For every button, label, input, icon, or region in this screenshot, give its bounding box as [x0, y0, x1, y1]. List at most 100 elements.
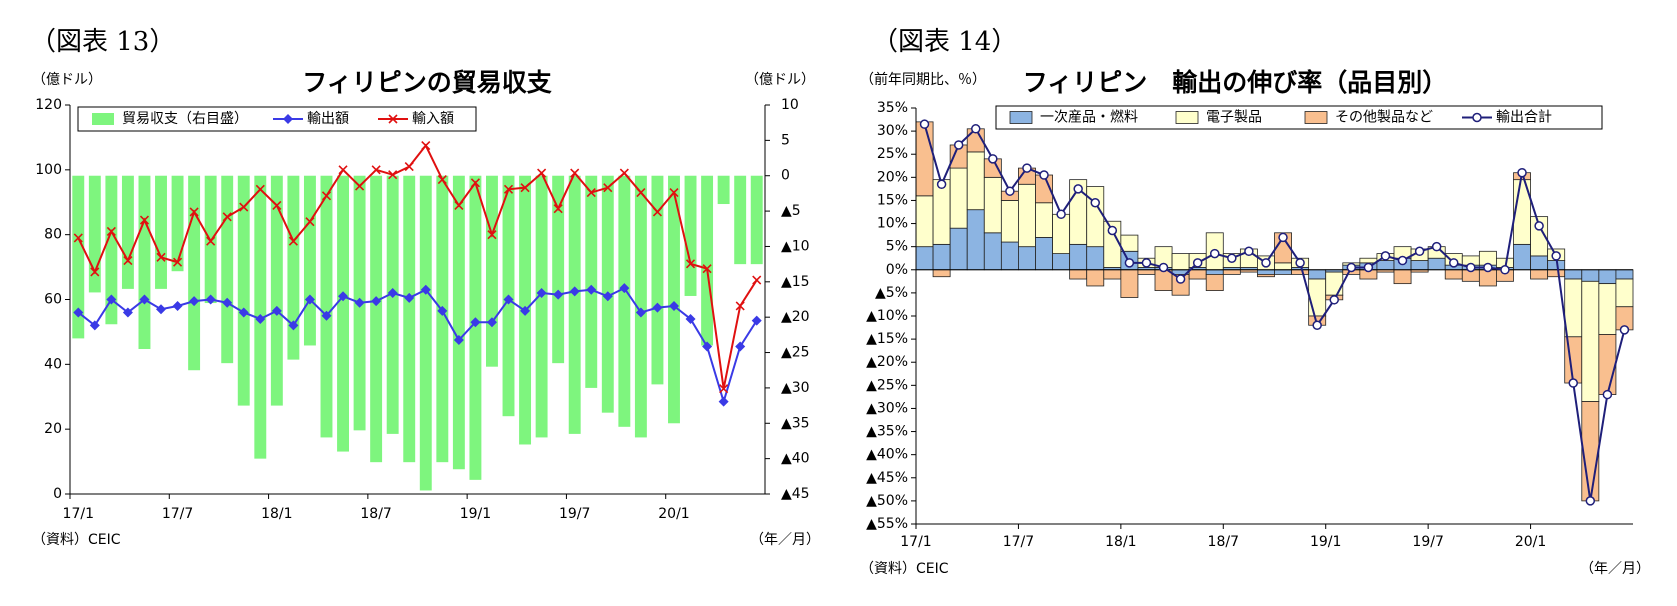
marker [636, 187, 646, 198]
legend-swatch [1009, 111, 1033, 124]
marker [1244, 246, 1254, 257]
y2-tick-label: 0 [781, 168, 790, 184]
y-tick-label: 40 [44, 356, 62, 372]
bar-segment [1103, 269, 1122, 280]
marker [404, 292, 415, 303]
bar-segment [932, 179, 951, 245]
marker [255, 313, 266, 324]
bar [436, 175, 449, 463]
bar-segment [915, 121, 934, 197]
y2-tick-label: 10 [781, 97, 799, 113]
marker [520, 183, 530, 193]
y2-tick-label: ▲20 [781, 309, 810, 325]
marker [553, 289, 564, 300]
marker [536, 288, 547, 299]
marker [1227, 253, 1237, 263]
bar [568, 175, 581, 434]
marker [354, 297, 365, 308]
marker [486, 317, 497, 328]
marker [437, 305, 448, 316]
x-tick-label: 17/1 [900, 534, 931, 550]
bar-segment [1086, 186, 1105, 248]
marker [90, 267, 100, 277]
bar [303, 175, 316, 346]
y-tick-label: 10% [877, 216, 908, 232]
marker [453, 335, 464, 346]
marker [89, 320, 100, 331]
marker [1466, 262, 1476, 273]
y-tick-label: 20% [877, 169, 908, 185]
bar [105, 175, 118, 325]
marker [735, 301, 745, 311]
marker [1449, 258, 1459, 268]
marker [122, 307, 133, 318]
marker [283, 114, 293, 124]
x-tick-label: 17/7 [162, 506, 193, 522]
marker [156, 252, 166, 262]
marker [123, 256, 133, 266]
marker [1141, 258, 1152, 268]
marker [1295, 258, 1305, 268]
bar [386, 175, 399, 434]
marker [1346, 262, 1357, 273]
bar [72, 175, 85, 339]
bar-segment [1581, 269, 1600, 282]
x-tick-label: 18/7 [360, 506, 391, 522]
bar [155, 175, 167, 289]
x-tick-label: 17/7 [1003, 534, 1034, 550]
marker [1073, 184, 1083, 194]
y-tick-label: 0 [53, 486, 62, 502]
bar [403, 175, 416, 463]
marker [338, 165, 348, 175]
y-tick-label: 30% [877, 123, 908, 139]
bar-segment [1325, 271, 1344, 296]
marker [1619, 325, 1630, 335]
marker [1039, 170, 1049, 180]
marker [1472, 112, 1482, 123]
marker [1005, 186, 1015, 196]
y-tick-label: 35% [877, 100, 908, 116]
legend-swatch [1175, 111, 1199, 124]
marker [206, 236, 216, 246]
y-tick-label: ▲40% [866, 447, 908, 463]
bar [320, 175, 333, 438]
marker [487, 230, 497, 240]
bar-segment [1376, 260, 1395, 271]
marker [470, 317, 481, 328]
bar-segment [1154, 269, 1173, 291]
marker [1329, 295, 1339, 305]
bar [270, 175, 283, 406]
bar-segment [1018, 246, 1036, 271]
marker [1022, 163, 1032, 173]
marker [371, 165, 381, 175]
marker [1534, 221, 1544, 231]
marker [421, 140, 431, 151]
marker [1431, 241, 1442, 252]
marker [971, 124, 981, 134]
y2-axis-label: （億ドル） [745, 72, 815, 88]
marker [1380, 251, 1391, 261]
y2-tick-label: ▲15 [781, 274, 810, 290]
bar-segment [1035, 202, 1053, 238]
bar-segment [1274, 262, 1292, 271]
figure-label: （図表 13） [30, 27, 175, 57]
marker [1602, 389, 1613, 400]
bar-segment [1598, 283, 1617, 335]
bar [221, 175, 234, 364]
marker [503, 184, 514, 194]
y-tick-label: 100 [35, 162, 62, 178]
marker [1107, 225, 1118, 236]
marker [586, 187, 596, 198]
bar-segment [1000, 241, 1019, 271]
bar-segment [1257, 273, 1275, 278]
chart: （図表 14）フィリピン 輸出の伸び率（品目別） （前年同期比、％） （資料）CEI… [860, 27, 1650, 577]
y2-tick-label: ▲45 [781, 486, 810, 502]
legend-swatch [92, 113, 114, 125]
y-tick-label: ▲45% [866, 470, 908, 486]
y2-tick-label: ▲25 [781, 345, 810, 361]
x-axis-label: （年／月） [750, 532, 820, 548]
y-tick-label: ▲20% [866, 354, 908, 370]
legend-label: 輸入額 [412, 111, 454, 127]
legend-swatch [1304, 111, 1328, 124]
